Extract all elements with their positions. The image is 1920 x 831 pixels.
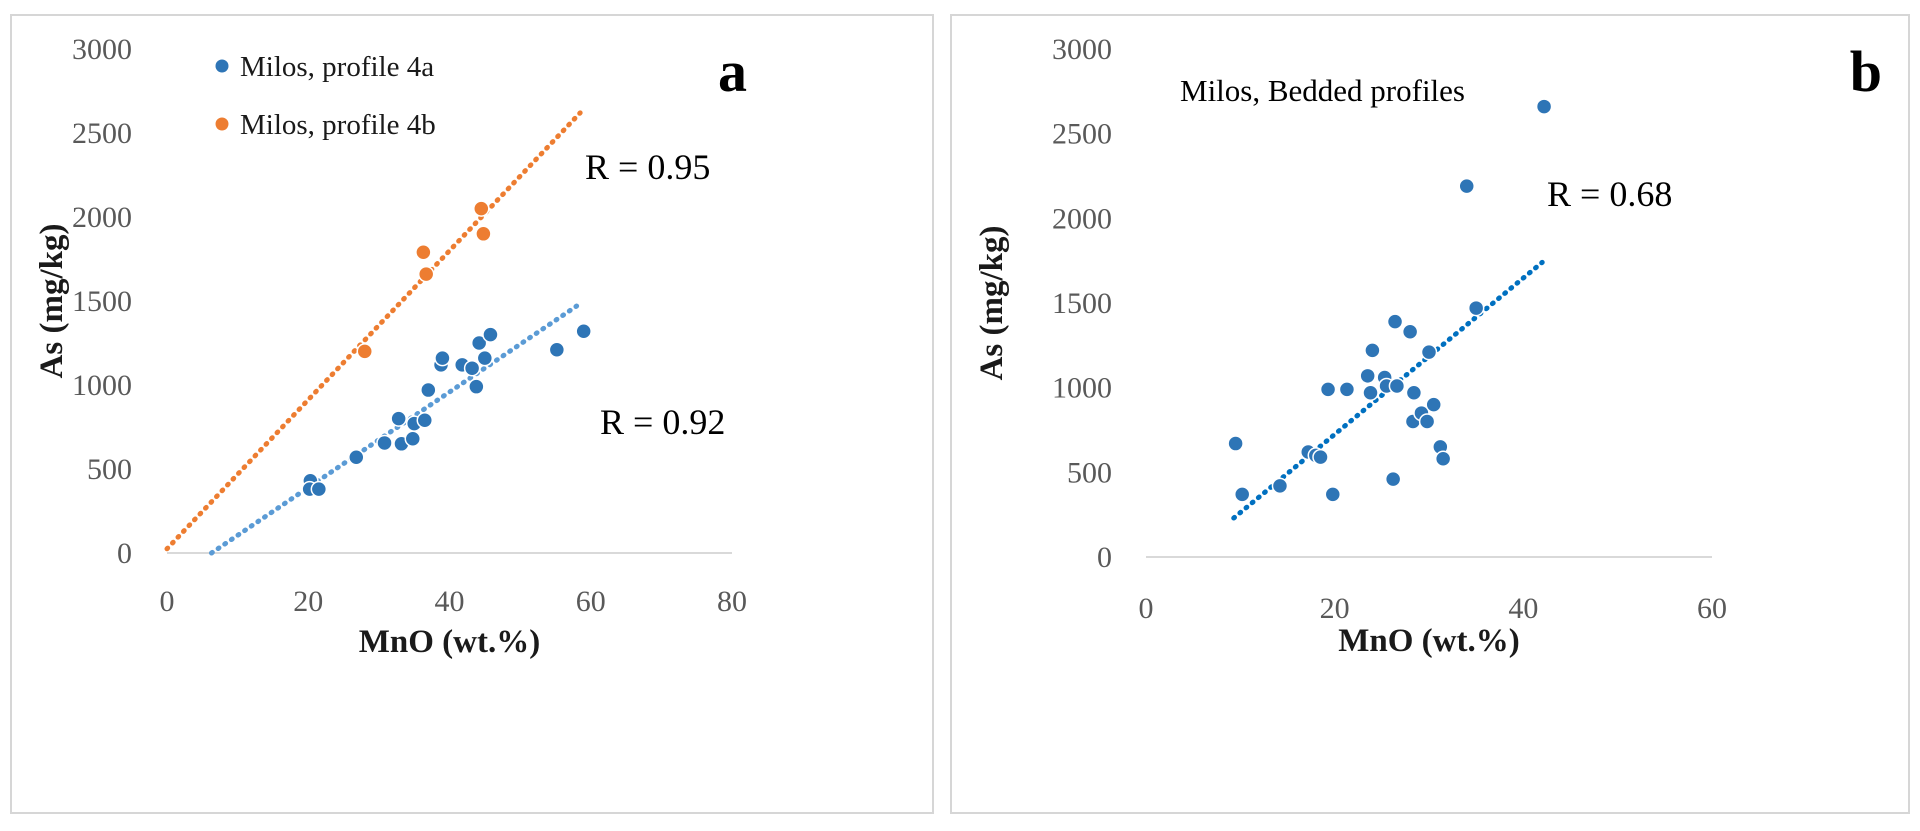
data-point xyxy=(1312,448,1329,466)
data-point xyxy=(376,434,393,452)
y-tick-label: 1500 xyxy=(72,285,132,318)
data-point xyxy=(1535,98,1553,115)
data-point xyxy=(1458,177,1475,195)
data-point xyxy=(1338,381,1356,398)
data-point xyxy=(463,359,481,377)
y-tick-label: 2500 xyxy=(1052,118,1112,151)
panel-label-a: a xyxy=(718,39,747,104)
data-point xyxy=(404,430,422,448)
data-point xyxy=(420,381,437,399)
data-point xyxy=(1227,435,1244,452)
data-point xyxy=(1324,486,1342,503)
data-point xyxy=(356,343,373,360)
data-point xyxy=(575,322,592,340)
legend-marker xyxy=(215,59,229,73)
chart-b-svg: 0 500 1000 1500 2000 2500 3000 0 20 40 60 MnO (wt.%… xyxy=(974,33,1882,659)
legend-marker xyxy=(215,117,229,131)
data-point xyxy=(1434,450,1452,468)
panel-label-b: b xyxy=(1850,39,1882,104)
data-point xyxy=(1420,343,1438,361)
data-point xyxy=(1362,384,1379,401)
data-point xyxy=(1405,384,1423,401)
y-tick-label: 0 xyxy=(117,537,132,570)
chart-title: Milos, Bedded profiles xyxy=(1180,73,1465,108)
x-tick-label: 40 xyxy=(1508,592,1538,625)
data-point xyxy=(1384,470,1402,488)
data-point xyxy=(548,341,566,358)
y-tick-label: 500 xyxy=(87,453,132,486)
data-point xyxy=(1364,342,1381,359)
data-point xyxy=(1233,486,1251,503)
data-point xyxy=(310,480,328,498)
y-tick-label: 500 xyxy=(1067,456,1112,489)
legend-label: Milos, profile 4a xyxy=(240,51,434,83)
y-tick-label: 1000 xyxy=(1052,372,1112,405)
data-point xyxy=(1319,381,1337,398)
x-tick-label: 60 xyxy=(576,585,606,618)
r-value-label: R = 0.95 xyxy=(585,147,710,187)
data-point xyxy=(415,244,432,261)
y-tick-label: 0 xyxy=(1097,541,1112,574)
trendline-a-1 xyxy=(164,110,583,552)
y-tick-label: 1500 xyxy=(1052,287,1112,320)
data-point xyxy=(475,225,492,243)
x-axis-title: MnO (wt.%) xyxy=(359,624,540,660)
legend-label: Milos, profile 4b xyxy=(240,109,436,141)
x-tick-label: 0 xyxy=(160,585,175,618)
data-point xyxy=(1359,367,1376,385)
y-tick-label: 2500 xyxy=(72,117,132,150)
y-tick-label: 3000 xyxy=(1052,33,1112,66)
data-point xyxy=(482,326,499,343)
y-tick-label: 3000 xyxy=(72,33,132,66)
data-point xyxy=(1418,413,1436,430)
data-point xyxy=(476,349,494,367)
x-tick-label: 0 xyxy=(1139,592,1154,625)
y-axis-title: As (mg/kg) xyxy=(974,226,1010,381)
data-point xyxy=(468,378,485,395)
y-axis-title: As (mg/kg) xyxy=(34,224,70,379)
r-value-label: R = 0.68 xyxy=(1547,174,1672,214)
data-point xyxy=(348,448,365,466)
data-point xyxy=(1401,323,1419,341)
x-axis-title: MnO (wt.%) xyxy=(1338,623,1519,659)
data-point xyxy=(473,200,490,217)
y-tick-label: 2000 xyxy=(1052,202,1112,235)
data-point xyxy=(416,412,434,429)
chart-panel-a: 0 500 1000 1500 2000 2500 3000 0 20 40 60 80 MnO (wt… xyxy=(10,14,934,814)
r-value-label: R = 0.92 xyxy=(600,402,725,442)
x-tick-label: 80 xyxy=(717,585,747,618)
y-tick-label: 1000 xyxy=(72,369,132,402)
data-point xyxy=(1386,313,1404,330)
data-point xyxy=(1425,396,1442,413)
data-point xyxy=(1388,377,1406,395)
data-point xyxy=(1467,299,1485,317)
x-tick-label: 60 xyxy=(1697,592,1727,625)
trendline-a-0 xyxy=(208,303,580,556)
data-point xyxy=(1271,477,1289,495)
x-tick-label: 20 xyxy=(293,585,323,618)
data-point xyxy=(390,410,407,427)
data-point xyxy=(470,334,488,352)
data-point xyxy=(417,265,435,283)
data-point xyxy=(434,349,451,367)
chart-a-svg: 0 500 1000 1500 2000 2500 3000 0 20 40 60 80 MnO (wt… xyxy=(34,33,747,660)
x-tick-label: 20 xyxy=(1320,592,1350,625)
x-tick-label: 40 xyxy=(435,585,465,618)
y-tick-label: 2000 xyxy=(72,201,132,234)
chart-panel-b: 0 500 1000 1500 2000 2500 3000 0 20 40 60 MnO (wt.%… xyxy=(950,14,1910,814)
